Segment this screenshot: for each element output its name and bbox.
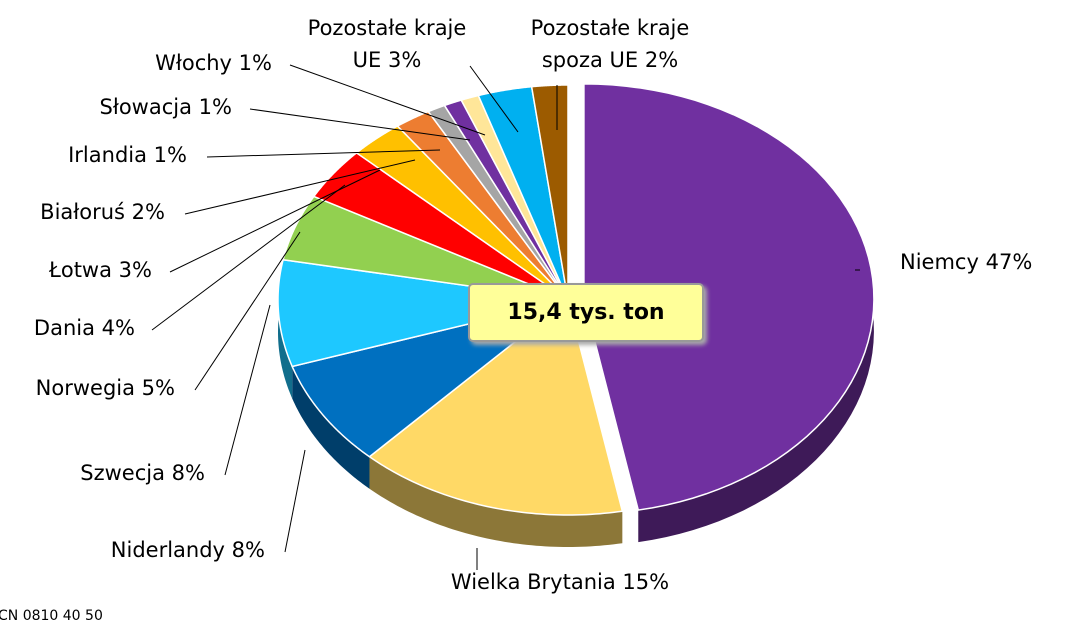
slice-label: Dania 4% bbox=[0, 312, 135, 344]
slice bbox=[530, 84, 569, 301]
value-label: 3% bbox=[118, 258, 152, 282]
category-name: Białoruś bbox=[40, 200, 125, 224]
value-label: 1% bbox=[153, 143, 187, 167]
value-label: 1% bbox=[198, 95, 232, 119]
leader-line bbox=[151, 184, 346, 331]
value-label: 8% bbox=[231, 538, 265, 562]
slice-label: Wielka Brytania 15% bbox=[450, 566, 670, 598]
leader-line bbox=[284, 449, 306, 553]
slice bbox=[368, 298, 624, 516]
slice-label: Łotwa 3% bbox=[0, 254, 152, 286]
total-label: 15,4 tys. ton bbox=[468, 283, 704, 342]
value-label: 8% bbox=[171, 461, 205, 485]
slice-label: Niderlandy 8% bbox=[60, 534, 265, 566]
value-label: 5% bbox=[141, 376, 175, 400]
slice-label: Włochy 1% bbox=[0, 47, 272, 79]
slice-side bbox=[369, 456, 623, 547]
slice bbox=[427, 104, 569, 301]
slice bbox=[443, 99, 569, 301]
slice-label: Niemcy 47% bbox=[900, 246, 1068, 278]
footnote: CN 0810 40 50 bbox=[0, 608, 103, 622]
slice-label: Słowacja 1% bbox=[0, 91, 232, 123]
slice-label: Szwecja 8% bbox=[20, 457, 205, 489]
leader-line bbox=[194, 231, 301, 391]
leader-line bbox=[224, 304, 271, 476]
category-name: Norwegia bbox=[35, 376, 135, 400]
value-label: 47% bbox=[985, 250, 1033, 274]
leader-line bbox=[249, 108, 471, 141]
slice-label: Norwegia 5% bbox=[0, 372, 175, 404]
leader-line bbox=[206, 149, 441, 158]
category-name: Słowacja bbox=[99, 95, 192, 119]
category-name: Łotwa bbox=[49, 258, 112, 282]
value-label: 2% bbox=[644, 48, 679, 72]
category-name: Szwecja bbox=[80, 461, 165, 485]
value-label: 15% bbox=[622, 570, 670, 594]
slice bbox=[396, 110, 569, 301]
slice-label: Białoruś 2% bbox=[0, 196, 165, 228]
slice-label: Pozostałe kraje UE 3% bbox=[302, 12, 472, 76]
value-label: 1% bbox=[238, 51, 272, 75]
category-name: Niemcy bbox=[900, 250, 979, 274]
category-name: Włochy bbox=[155, 51, 232, 75]
category-name: Pozostałe kraje UE bbox=[307, 16, 467, 72]
value-label: 4% bbox=[101, 316, 135, 340]
slice-label: Pozostałe kraje spoza UE 2% bbox=[505, 12, 715, 76]
slice bbox=[460, 94, 569, 301]
value-label: 3% bbox=[388, 48, 422, 72]
slice bbox=[477, 85, 569, 301]
slice-label: Irlandia 1% bbox=[0, 139, 187, 171]
leader-line bbox=[289, 64, 486, 136]
category-name: Irlandia bbox=[68, 143, 147, 167]
leader-line bbox=[469, 65, 519, 133]
slice bbox=[277, 258, 569, 368]
value-label: 2% bbox=[131, 200, 165, 224]
category-name: Niderlandy bbox=[110, 538, 225, 562]
leader-line bbox=[184, 159, 416, 215]
slice bbox=[583, 83, 875, 511]
category-name: Wielka Brytania bbox=[450, 570, 616, 594]
slice bbox=[312, 151, 569, 301]
leader-line bbox=[169, 169, 381, 273]
slice bbox=[355, 125, 569, 301]
slice-side bbox=[292, 366, 370, 489]
category-name: Dania bbox=[33, 316, 95, 340]
category-name: Pozostałe kraje spoza UE bbox=[530, 16, 690, 72]
